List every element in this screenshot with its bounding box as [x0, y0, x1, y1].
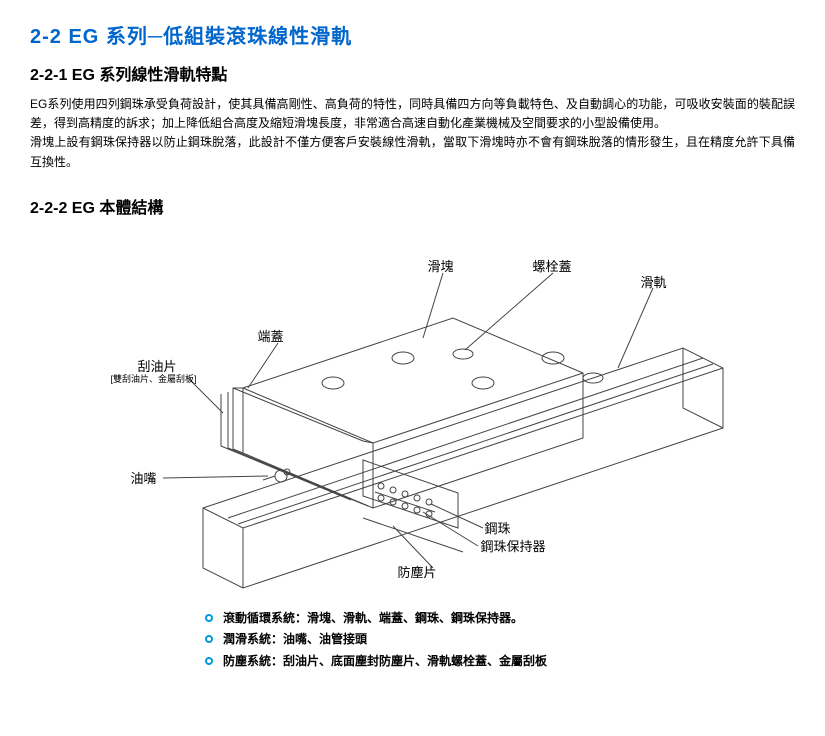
bullet-item: 防塵系統：刮油片、底面塵封防塵片、滑軌螺栓蓋、金屬刮板 [205, 651, 795, 673]
section-1-title: 2-2-1 EG 系列線性滑軌特點 [30, 61, 795, 85]
bullet-list: 滾動循環系統：滑塊、滑軌、端蓋、鋼珠、鋼珠保持器。 潤滑系統：油嘴、油管接頭 防… [205, 608, 795, 673]
bullet-item: 滾動循環系統：滑塊、滑軌、端蓋、鋼珠、鋼珠保持器。 [205, 608, 795, 630]
bullet-dot-icon [205, 614, 213, 622]
label-guayoupian-sub: [雙刮油片、金屬刮板] [111, 372, 197, 385]
label-luoshuangai: 螺栓蓋 [533, 256, 572, 275]
label-huagui: 滑軌 [641, 272, 667, 291]
bullet-item: 潤滑系統：油嘴、油管接頭 [205, 629, 795, 651]
label-huakuai: 滑塊 [428, 256, 454, 275]
bullet-dot-icon [205, 635, 213, 643]
label-duangai: 端蓋 [258, 326, 284, 345]
bullet-text: 防塵系統：刮油片、底面塵封防塵片、滑軌螺栓蓋、金屬刮板 [223, 654, 547, 668]
bullet-text: 潤滑系統：油嘴、油管接頭 [223, 632, 367, 646]
label-youzui: 油嘴 [131, 468, 157, 487]
bullet-text: 滾動循環系統：滑塊、滑軌、端蓋、鋼珠、鋼珠保持器。 [223, 611, 523, 625]
label-fangchenpian: 防塵片 [398, 562, 437, 581]
section-2-title: 2-2-2 EG 本體結構 [30, 194, 795, 218]
bullet-dot-icon [205, 657, 213, 665]
main-title: 2-2 EG 系列─低組裝滾珠線性滑軌 [30, 20, 795, 49]
label-gangzhu: 鋼珠 [485, 518, 511, 537]
label-gangzhubaochiqi: 鋼珠保持器 [481, 536, 546, 555]
structure-diagram: 滑塊 螺栓蓋 滑軌 端蓋 刮油片 [雙刮油片、金屬刮板] 油嘴 鋼珠 鋼珠保持器… [63, 228, 763, 598]
paragraph-1: EG系列使用四列鋼珠承受負荷設計，使其具備高剛性、高負荷的特性，同時具備四方向等… [30, 95, 795, 172]
